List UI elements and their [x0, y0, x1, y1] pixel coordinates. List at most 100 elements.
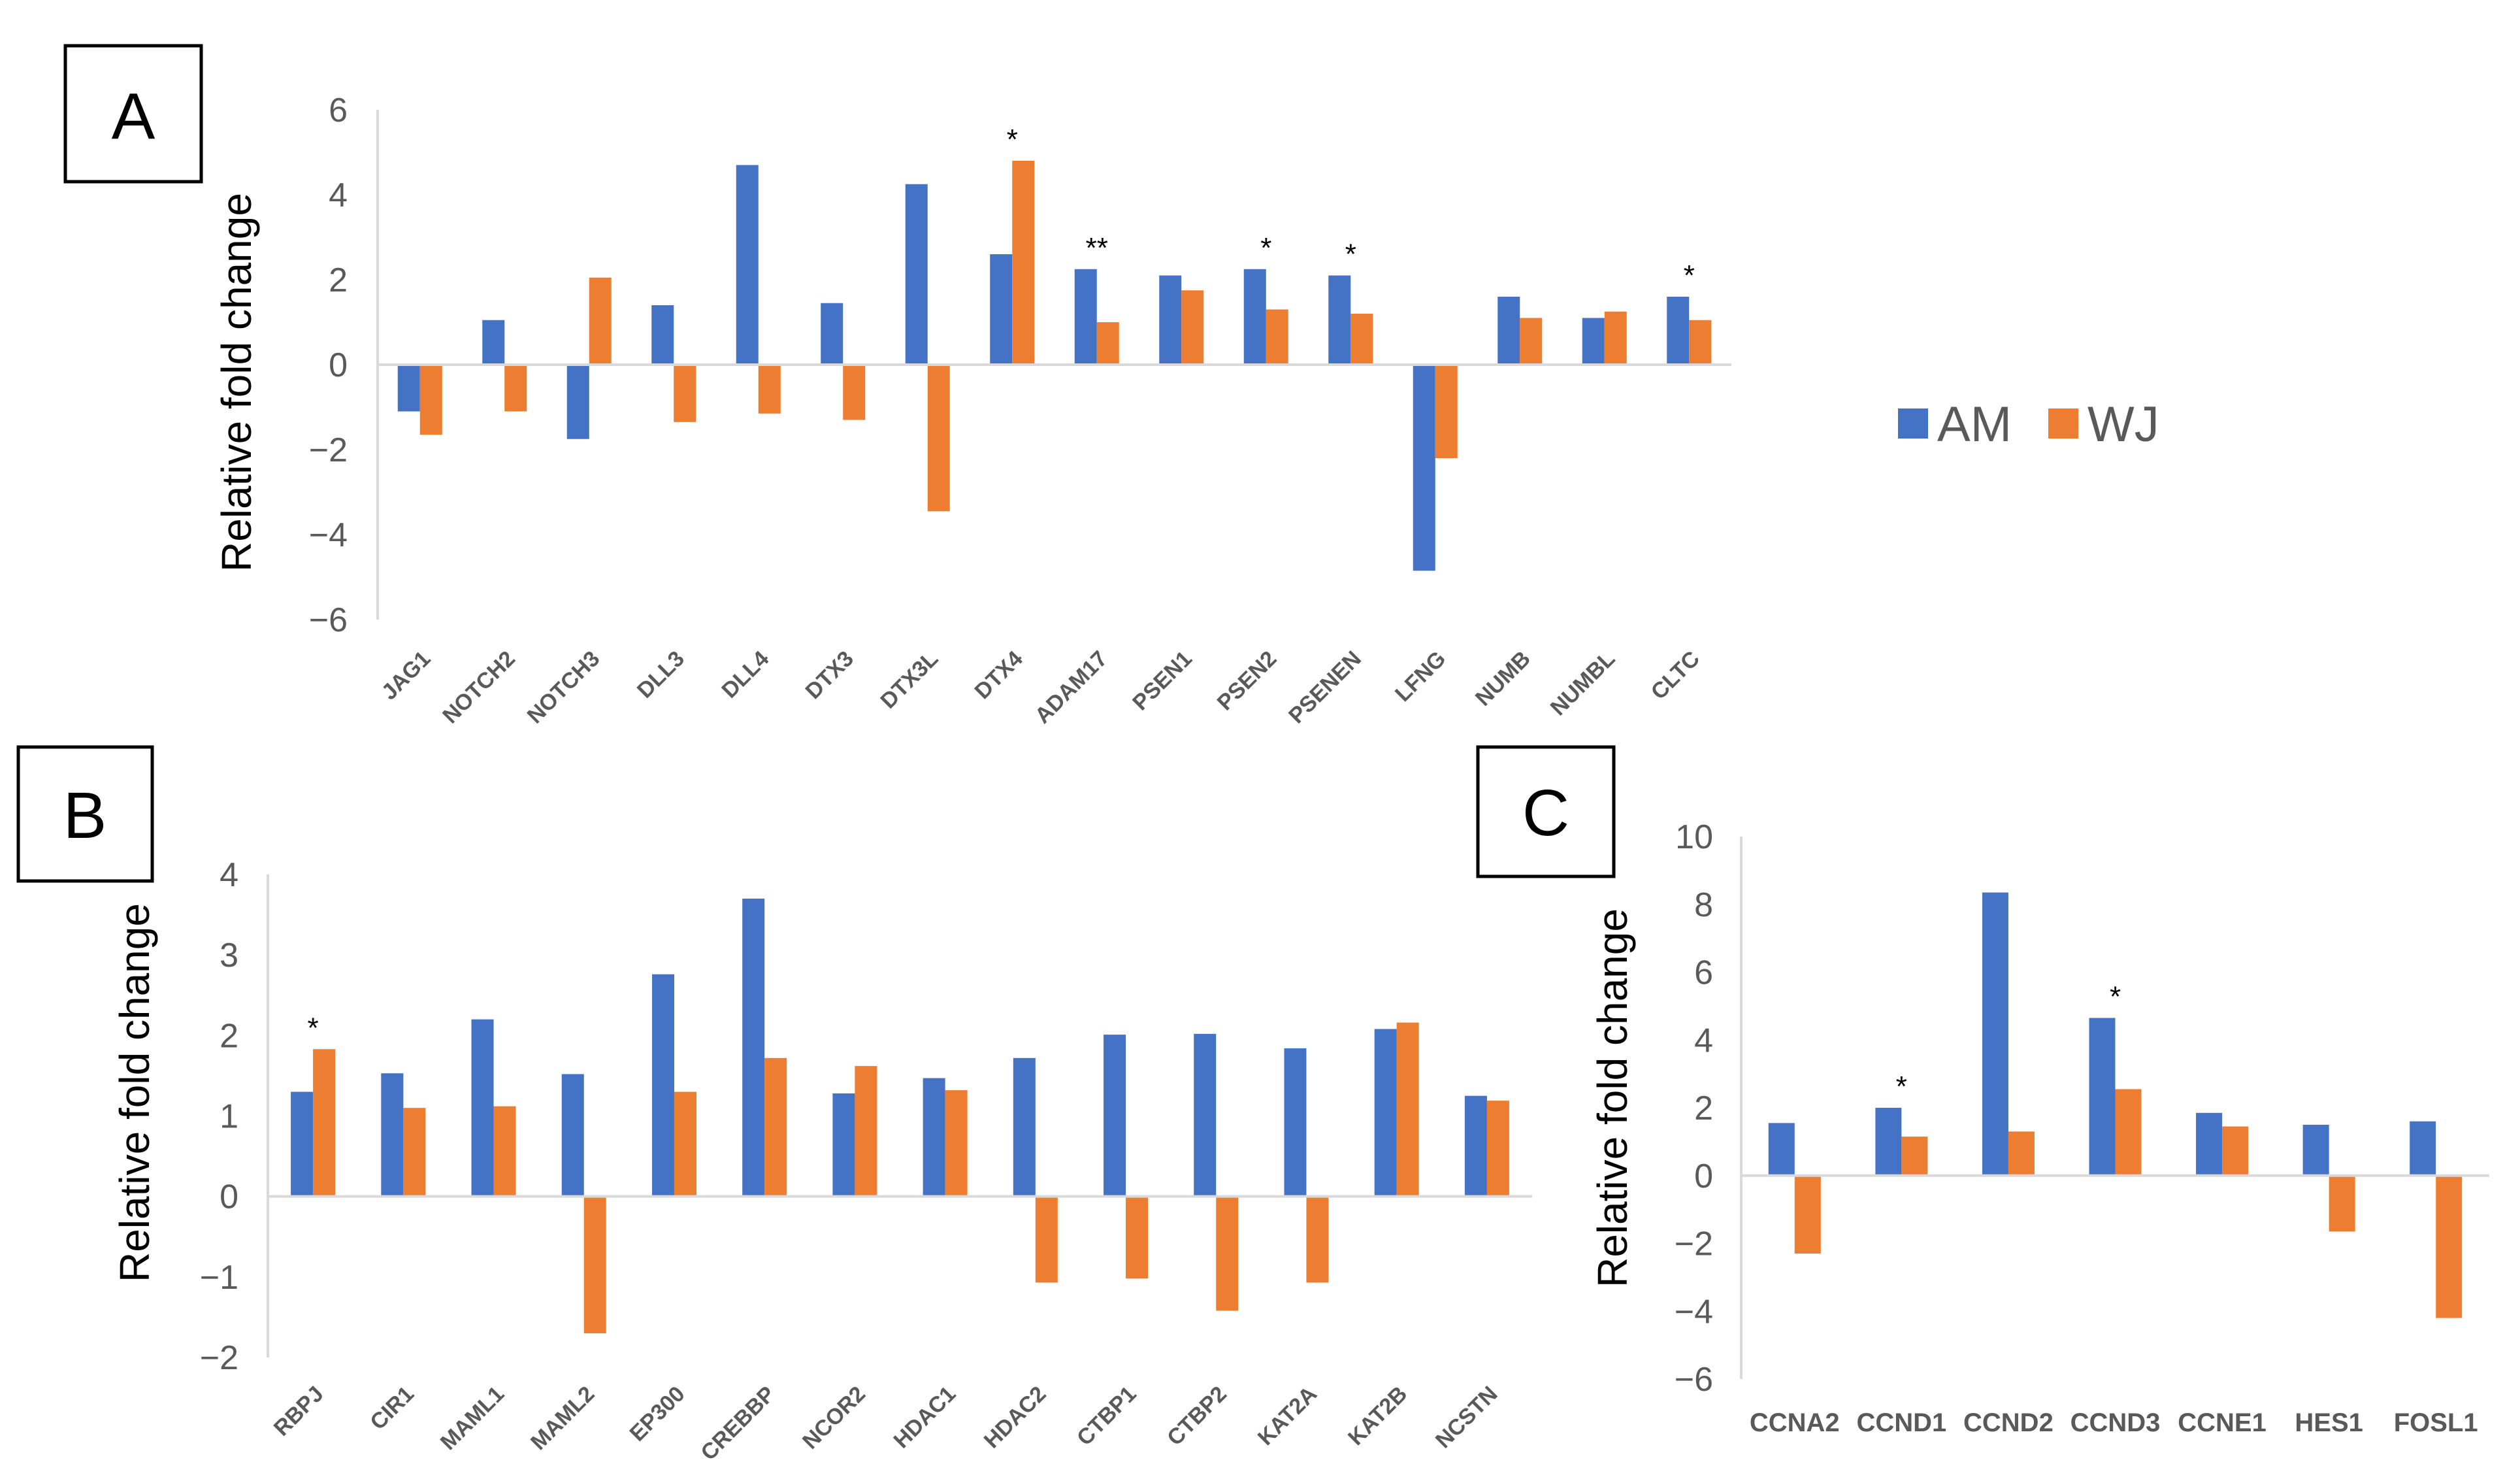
panel-a-significance-adam17: **	[1086, 232, 1108, 264]
legend: AM WJ	[1898, 397, 2159, 452]
panel-a-bar-wj-dtx3	[843, 365, 866, 420]
panel-a-bar-am-dll4	[736, 165, 759, 365]
panel-c-ylabel: Relative fold change	[1589, 908, 1636, 1288]
panel-a-bar-am-dtx3	[821, 303, 843, 365]
panel-c-axes	[1740, 837, 2489, 1379]
panel-a-bar-wj-dll3	[674, 365, 696, 422]
panel-c-ytick-label: 10	[1675, 818, 1713, 856]
panel-b-bar-am-cir1	[381, 1073, 404, 1197]
panel-b-bar-wj-hdac2	[1035, 1196, 1058, 1283]
panel-c-label-box	[1476, 745, 1616, 878]
panel-a-bar-am-dtx4	[990, 254, 1013, 365]
panel-c-ytick-label: −4	[1675, 1293, 1713, 1331]
panel-a-bar-am-adam17	[1074, 269, 1097, 365]
panel-c-bar-am-ccnd1	[1875, 1108, 1902, 1176]
panel-b-label: B	[63, 779, 107, 852]
panel-a-significance-cltc: *	[1684, 259, 1695, 291]
panel-a-axes	[376, 110, 1731, 620]
panel-c-bar-am-hes1	[2302, 1124, 2329, 1176]
panel-a-bar-am-psen2	[1243, 269, 1266, 365]
panel-c-ytick-label: 8	[1694, 886, 1713, 924]
panel-c-category-label: CCND2	[1963, 1408, 2054, 1437]
panel-a-bar-am-notch2	[482, 320, 505, 365]
panel-c-bar-wj-ccnd1	[1901, 1137, 1928, 1176]
panel-a-significance-psen2: *	[1260, 232, 1271, 264]
panel-c-bar-wj-hes1	[2329, 1175, 2355, 1232]
panel-b-bar-am-maml2	[561, 1074, 584, 1197]
legend-swatch-wj	[2048, 408, 2078, 439]
panel-a-bar-wj-psen1	[1181, 290, 1204, 365]
panel-b-bar-am-ncor2	[832, 1093, 855, 1197]
panel-b-bar-am-hdac1	[923, 1078, 945, 1197]
panel-a-ytick-label: 4	[329, 176, 348, 214]
panel-c-category-labels: CCNA2 CCND1 CCND2 CCND3 CCNE1 HES1 FOSL1	[1750, 1408, 2478, 1437]
panel-c-bar-am-ccnd3	[2089, 1018, 2116, 1176]
panel-b-bar-am-crebbp	[742, 898, 765, 1197]
panel-b-bar-am-ncstn	[1464, 1095, 1487, 1197]
panel-b-bar-wj-maml1	[493, 1106, 516, 1197]
panel-c-yticks: −6 −4 −2 0 2 4 6 8 10	[1675, 818, 1713, 1399]
panel-b-bar-wj-ep300	[674, 1091, 696, 1197]
panel-a-bar-am-psenen	[1328, 275, 1351, 365]
panel-a-bar-wj-dtx4	[1012, 161, 1035, 365]
panel-b-bar-wj-crebbp	[764, 1057, 787, 1197]
panel-c-category-label: CCND3	[2070, 1408, 2161, 1437]
panel-b-label-box	[16, 745, 154, 883]
panel-a-ytick-label: 0	[329, 346, 348, 384]
panel-b-ytick-label: 0	[220, 1178, 238, 1216]
panel-a-bar-am-notch3	[566, 365, 589, 439]
panel-a-bar-wj-numbl	[1604, 311, 1627, 365]
panel-c-ytick-label: 0	[1694, 1157, 1713, 1195]
panel-b-bar-am-kat2b	[1374, 1029, 1397, 1197]
panel-a-annotations: *** * **	[1007, 124, 1695, 291]
panel-c-category-label: FOSL1	[2394, 1408, 2478, 1437]
panel-c-ytick-label: −2	[1675, 1225, 1713, 1263]
panel-c-bar-am-ccna2	[1768, 1123, 1795, 1176]
panel-b-bar-am-hdac2	[1013, 1057, 1036, 1197]
panel-a-ylabel: Relative fold change	[213, 193, 260, 572]
panel-b-yticks: −2 −1 0 1 2 3 4	[200, 856, 238, 1377]
panel-c-category-label: CCNA2	[1750, 1408, 1840, 1437]
panel-c-significance-ccnd3: *	[2110, 981, 2121, 1013]
panel-a-bar-am-dll3	[651, 305, 674, 365]
panel-c-ytick-label: 6	[1694, 954, 1713, 992]
panel-a-ytick-label: −2	[309, 431, 348, 469]
panel-c-ytick-label: 2	[1694, 1089, 1713, 1127]
panel-c-bar-wj-ccnd3	[2115, 1089, 2142, 1176]
panel-b-ytick-label: −2	[200, 1339, 238, 1377]
panel-c-ytick-label: 4	[1694, 1022, 1713, 1059]
panel-a-bar-am-dtx3l	[905, 184, 928, 365]
panel-c-significance-ccnd1: *	[1896, 1071, 1907, 1103]
panel-a-bar-am-numbl	[1582, 318, 1605, 365]
panel-c-bar-wj-fosl1	[2436, 1175, 2463, 1318]
panel-b-bar-wj-hdac1	[945, 1090, 968, 1197]
panel-a-ytick-label: 6	[329, 91, 348, 129]
panel-a-bar-wj-cltc	[1689, 320, 1712, 365]
panel-b-bar-wj-maml2	[583, 1196, 606, 1334]
panel-a-ytick-label: 2	[329, 261, 348, 299]
panel-b-ytick-label: 2	[220, 1017, 238, 1055]
panel-a-ytick-label: −4	[309, 516, 348, 554]
panel-a-bars	[397, 161, 1712, 571]
panel-a-bar-am-lfng	[1413, 365, 1435, 571]
panel-b-annotations: *	[308, 1012, 319, 1044]
panel-b-ytick-label: 4	[220, 856, 238, 894]
panel-a-bar-wj-dtx3l	[927, 365, 950, 512]
panel-c-label: C	[1522, 776, 1569, 850]
panel-b-bar-am-maml1	[471, 1019, 494, 1197]
panel-a-bar-wj-psen2	[1266, 309, 1288, 365]
panel-c-bars	[1768, 892, 2463, 1318]
panel-a-bar-wj-lfng	[1435, 365, 1458, 458]
panel-b-bar-wj-rbpj	[313, 1049, 336, 1197]
panel-c-ytick-label: −6	[1675, 1361, 1713, 1399]
panel-a-bar-wj-jag1	[419, 365, 442, 435]
panel-b-bar-wj-kat2a	[1306, 1196, 1329, 1283]
panel-a-bar-am-psen1	[1159, 275, 1182, 365]
panel-c-bar-am-ccne1	[2196, 1112, 2223, 1176]
panel-c-bar-am-fosl1	[2410, 1121, 2436, 1176]
panel-a-bar-am-jag1	[397, 365, 420, 412]
panel-b-axes	[267, 874, 1532, 1357]
panel-b-bar-am-rbpj	[291, 1091, 314, 1197]
panel-a-bar-wj-adam17	[1096, 322, 1119, 365]
